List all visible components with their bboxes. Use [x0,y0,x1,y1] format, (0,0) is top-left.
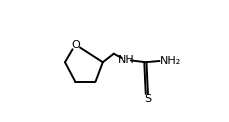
Text: S: S [143,94,150,104]
Text: NH₂: NH₂ [159,56,181,66]
Text: NH: NH [117,55,134,65]
Text: O: O [71,40,79,50]
